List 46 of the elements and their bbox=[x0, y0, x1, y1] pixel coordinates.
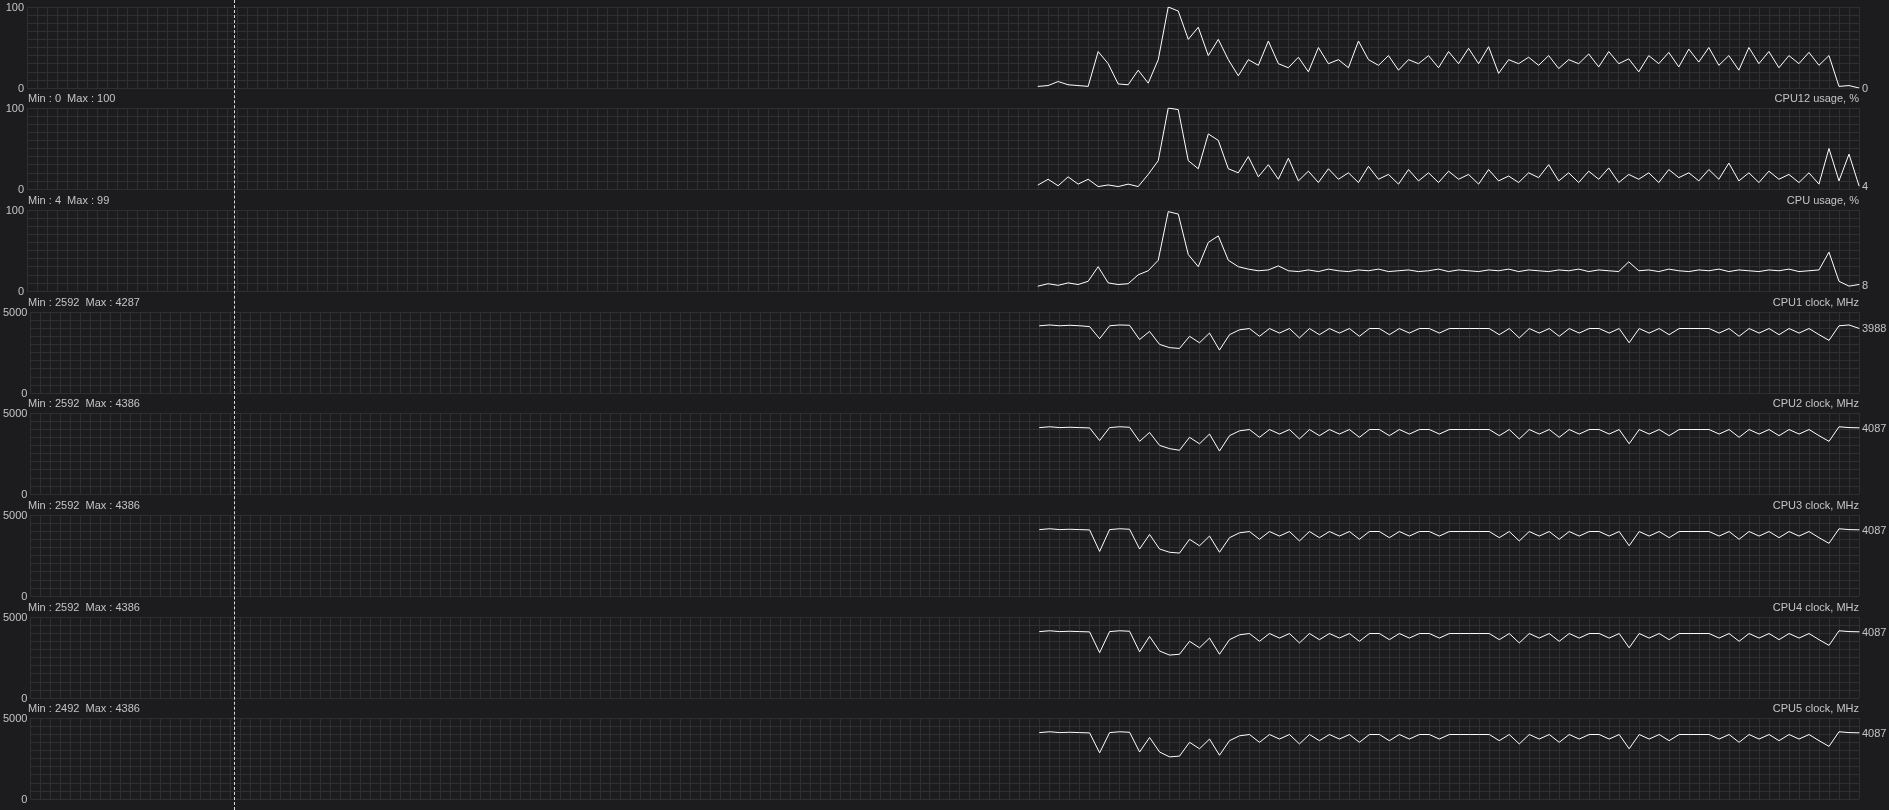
data-label: 4087 bbox=[1862, 625, 1887, 638]
line-series bbox=[1039, 426, 1860, 452]
text: Min : 0 Max : 100 bbox=[28, 91, 116, 104]
y-tick-label: 5000 bbox=[2, 611, 28, 623]
y-tick-label: 0 bbox=[21, 488, 28, 500]
chart-title: CPU3 clock, MHz bbox=[1772, 498, 1860, 511]
y-tick-label: 0 bbox=[21, 793, 28, 805]
line-series bbox=[1039, 528, 1860, 554]
y-tick-label: 100 bbox=[5, 102, 24, 114]
data-label: 4087 bbox=[1862, 726, 1887, 739]
line-series bbox=[1037, 6, 1860, 89]
y-tick-label: 5000 bbox=[2, 306, 28, 318]
line-series bbox=[1037, 211, 1860, 287]
y-tick-label: 0 bbox=[17, 82, 24, 94]
data-label: 4087 bbox=[1862, 523, 1887, 536]
data-label: 4087 bbox=[1862, 421, 1887, 434]
y-tick-label: 0 bbox=[21, 692, 28, 704]
text: Min : 2592 Max : 4287 bbox=[28, 295, 140, 308]
line-series bbox=[1037, 107, 1860, 188]
data-label: 3988 bbox=[1862, 322, 1887, 335]
chart-title: CPU2 clock, MHz bbox=[1772, 396, 1860, 409]
chart-title: CPU12 usage, % bbox=[1774, 91, 1860, 104]
chart-title: CPU4 clock, MHz bbox=[1772, 600, 1860, 613]
line-series bbox=[1039, 324, 1860, 351]
text: Min : 4 Max : 99 bbox=[28, 193, 110, 206]
line-series bbox=[1039, 731, 1860, 758]
text: Min : 2492 Max : 4386 bbox=[28, 701, 140, 714]
chart-title: CPU1 clock, MHz bbox=[1772, 295, 1860, 308]
y-tick-label: 5000 bbox=[2, 407, 28, 419]
line-series bbox=[1039, 630, 1860, 656]
y-tick-label: 0 bbox=[21, 590, 28, 602]
text: Min : 2592 Max : 4386 bbox=[28, 600, 140, 613]
chart-title: CPU usage, % bbox=[1786, 193, 1860, 206]
text: Min : 2592 Max : 4386 bbox=[28, 498, 140, 511]
y-tick-label: 0 bbox=[17, 285, 24, 297]
data-label: 4 bbox=[1862, 179, 1869, 192]
data-label: 8 bbox=[1862, 278, 1869, 291]
text: Min : 2592 Max : 4386 bbox=[28, 396, 140, 409]
y-tick-label: 0 bbox=[17, 183, 24, 195]
y-tick-label: 100 bbox=[5, 1, 24, 13]
y-tick-label: 0 bbox=[21, 387, 28, 399]
chart-title: CPU5 clock, MHz bbox=[1772, 701, 1860, 714]
y-tick-label: 5000 bbox=[2, 712, 28, 724]
y-tick-label: 5000 bbox=[2, 509, 28, 521]
y-tick-label: 100 bbox=[5, 204, 24, 216]
data-label: 0 bbox=[1862, 82, 1869, 94]
